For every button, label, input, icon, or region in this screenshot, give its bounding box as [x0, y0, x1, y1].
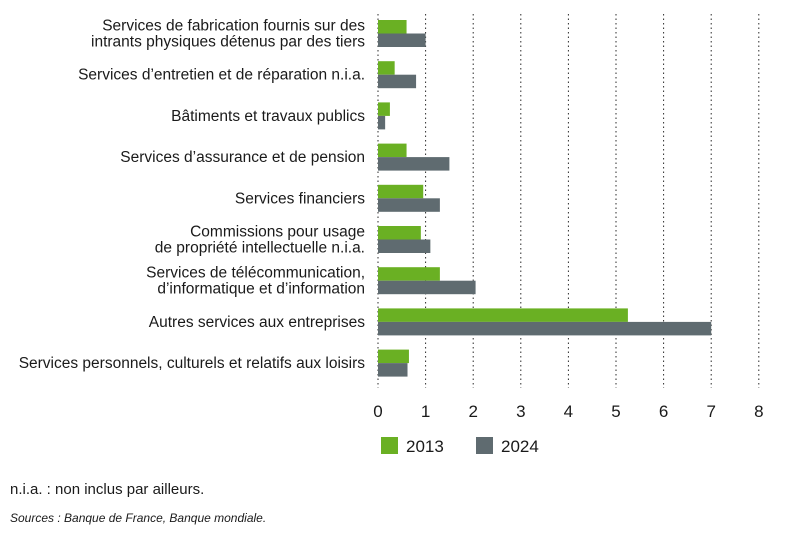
x-tick-label: 4 — [564, 402, 573, 421]
category-label: Autres services aux entreprises — [149, 314, 365, 331]
bar-2024 — [378, 321, 712, 336]
x-tick-label: 0 — [373, 402, 382, 421]
x-tick-label: 2 — [468, 402, 477, 421]
bar-2013 — [378, 143, 407, 158]
legend-label-2024: 2024 — [501, 437, 539, 456]
x-tick-label: 8 — [754, 402, 763, 421]
bar-2013 — [378, 349, 409, 364]
bar-2013 — [378, 226, 421, 240]
category-label: de propriété intellectuelle n.i.a. — [155, 240, 365, 257]
bar-2024 — [378, 280, 476, 295]
legend-swatch-2024 — [476, 437, 493, 454]
bar-2013 — [378, 308, 628, 322]
category-labels: Services de fabrication fournis sur desi… — [19, 18, 366, 373]
category-label: Services personnels, culturels et relati… — [19, 355, 366, 372]
bar-2013 — [378, 267, 440, 281]
legend: 2013 2024 — [381, 437, 539, 456]
footnote: n.i.a. : non inclus par ailleurs. — [10, 481, 205, 498]
legend-label-2013: 2013 — [406, 437, 444, 456]
category-label: Services de télécommunication, — [146, 265, 365, 282]
x-tick-label: 5 — [611, 402, 620, 421]
bar-2013 — [378, 20, 407, 34]
category-label: Services d’assurance et de pension — [120, 149, 365, 166]
bar-2013 — [378, 184, 424, 199]
x-tick-label: 6 — [659, 402, 668, 421]
legend-swatch-2013 — [381, 437, 398, 454]
x-tick-label: 3 — [516, 402, 525, 421]
bar-2013 — [378, 102, 390, 116]
x-tick-label: 1 — [421, 402, 430, 421]
category-label: Commissions pour usage — [190, 224, 365, 241]
bar-2024 — [378, 115, 386, 130]
bar-2024 — [378, 33, 426, 47]
category-label: Services d’entretien et de réparation n.… — [78, 67, 365, 84]
bar-2013 — [378, 61, 395, 75]
x-axis-ticks: 0 1 2 3 4 5 6 7 8 — [373, 402, 763, 421]
category-label: Services de fabrication fournis sur des — [102, 18, 365, 35]
bar-chart: Services de fabrication fournis sur desi… — [19, 14, 764, 456]
bar-2024 — [378, 157, 450, 171]
bar-2024 — [378, 198, 440, 212]
bar-2024 — [378, 363, 408, 377]
x-tick-label: 7 — [706, 402, 715, 421]
source-note: Sources : Banque de France, Banque mondi… — [10, 511, 267, 525]
bar-2024 — [378, 239, 431, 253]
category-label: Bâtiments et travaux publics — [171, 108, 365, 125]
bars — [378, 20, 712, 377]
category-label: intrants physiques détenus par des tiers — [91, 34, 365, 51]
category-label: Services financiers — [235, 190, 365, 207]
bar-2024 — [378, 74, 417, 89]
category-label: d’informatique et d’information — [157, 281, 365, 298]
